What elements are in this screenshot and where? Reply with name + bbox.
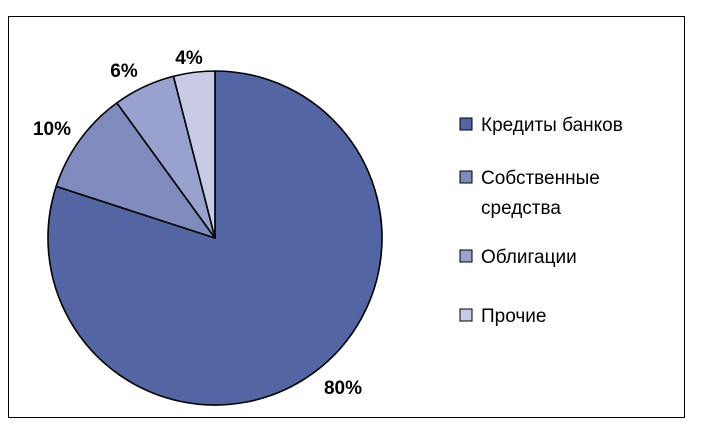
slice-value-label: 80% <box>324 378 362 399</box>
pie-slice <box>47 70 383 406</box>
legend-entry: Прочие <box>459 306 546 327</box>
legend-swatch <box>459 308 473 322</box>
legend: Кредиты банков Собственные средства Облигац… <box>459 115 623 327</box>
legend-swatch <box>459 249 473 263</box>
legend-label: Прочие <box>481 306 546 327</box>
slice-value-label: 10% <box>33 119 71 140</box>
slice-value-label: 4% <box>175 48 203 69</box>
slice-value-label: 6% <box>110 61 138 82</box>
legend-entry: Облигации <box>459 247 577 268</box>
legend-swatch <box>459 170 473 184</box>
pie-value-labels: 80% 10% 6% 4% <box>33 48 362 399</box>
pie-slice <box>55 102 216 239</box>
legend-label: Собственные <box>481 168 600 189</box>
legend-label: Облигации <box>481 247 577 268</box>
pie-slices <box>47 70 383 406</box>
legend-entry: Собственные средства <box>459 168 600 219</box>
legend-swatch <box>459 117 473 131</box>
pie-slice <box>172 70 216 239</box>
legend-entry: Кредиты банков <box>459 115 623 136</box>
legend-label: Кредиты банков <box>481 115 623 136</box>
legend-label: средства <box>481 198 561 219</box>
